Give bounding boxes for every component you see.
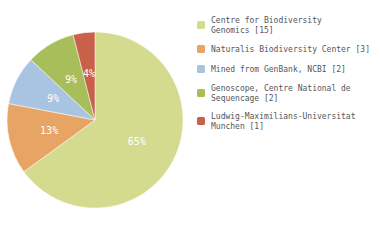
svg-text:65%: 65% (128, 136, 146, 147)
svg-text:9%: 9% (65, 74, 77, 85)
svg-text:4%: 4% (83, 68, 95, 79)
svg-text:Naturalis Biodiversity Center: Naturalis Biodiversity Center [3] (211, 45, 370, 54)
svg-text:Mined from GenBank, NCBI [2]: Mined from GenBank, NCBI [2] (211, 65, 346, 74)
svg-text:Genomics [15]: Genomics [15] (211, 26, 274, 35)
svg-text:Sequencage [2]: Sequencage [2] (211, 94, 278, 103)
svg-text:Genoscope, Centre National de: Genoscope, Centre National de (211, 84, 351, 93)
svg-text:Munchen [1]: Munchen [1] (211, 122, 264, 131)
svg-text:13%: 13% (40, 125, 58, 136)
svg-text:Centre for Biodiversity: Centre for Biodiversity (211, 16, 322, 25)
svg-text:9%: 9% (47, 93, 59, 104)
svg-text:Ludwig-Maximilians-Universitat: Ludwig-Maximilians-Universitat (211, 112, 356, 121)
